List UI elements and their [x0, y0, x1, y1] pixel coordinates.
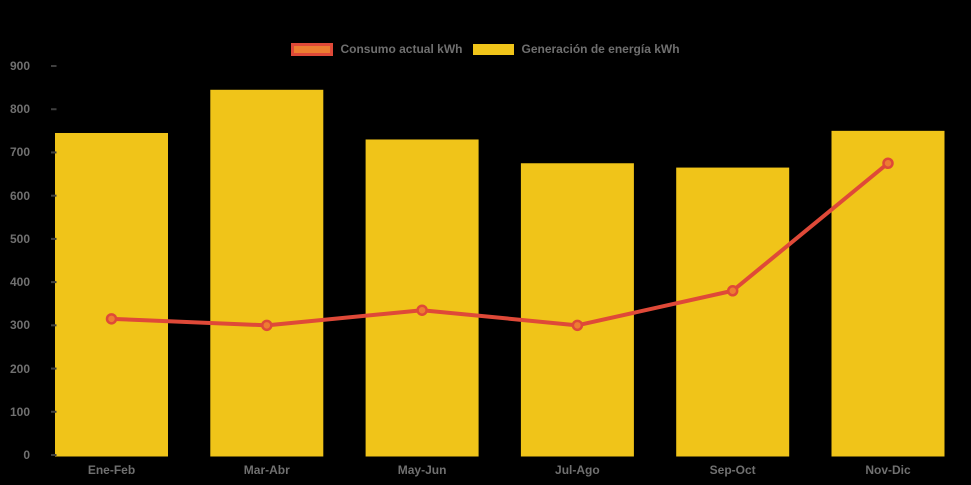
legend-swatch-bar-icon: [473, 43, 515, 55]
legend-label: Consumo actual kWh: [340, 42, 463, 56]
x-axis-label-may-jun: May-Jun: [397, 463, 447, 477]
line-marker-may-jun: [416, 304, 428, 316]
bar-nov-dic: [831, 130, 945, 457]
chart-legend: Consumo actual kWh Generación de energía …: [0, 41, 971, 57]
y-axis-label-400: 400: [9, 275, 30, 290]
line-marker-ene-feb: [105, 313, 118, 325]
legend-item-consumo-actual-kwh[interactable]: Consumo actual kWh: [291, 42, 462, 56]
y-axis-label-500: 500: [9, 231, 30, 246]
y-axis-label-900: 900: [9, 59, 30, 73]
y-axis-label-800: 800: [9, 102, 30, 117]
y-axis-label-300: 300: [9, 318, 30, 333]
y-axis-label-100: 100: [9, 404, 30, 419]
bar-sep-oct: [676, 167, 790, 457]
x-axis-label-nov-dic: Nov-Dic: [865, 463, 911, 477]
y-axis-label-200: 200: [9, 361, 30, 376]
bar-mar-abr: [210, 89, 324, 457]
legend-label: Generación de energía kWh: [521, 42, 680, 56]
bar-ene-feb: [55, 132, 168, 457]
y-axis-label-0: 0: [23, 448, 30, 462]
line-marker-mar-abr: [261, 319, 273, 332]
bar-jul-ago: [520, 163, 634, 457]
legend-item-generaci-n-de-energ-a-kwh[interactable]: Generación de energía kWh: [473, 42, 680, 56]
x-axis-label-mar-abr: Mar-Abr: [243, 463, 290, 477]
line-marker-nov-dic: [882, 157, 894, 169]
x-axis-label-ene-feb: Ene-Feb: [87, 463, 136, 477]
x-axis-label-sep-oct: Sep-Oct: [709, 463, 756, 477]
x-axis-label-jul-ago: Jul-Ago: [555, 463, 600, 477]
y-axis-label-700: 700: [9, 145, 30, 160]
line-marker-jul-ago: [571, 319, 584, 332]
line-consumo-actual-kwh: [109, 161, 890, 328]
bar-may-jun: [365, 139, 479, 457]
line-marker-sep-oct: [726, 285, 739, 297]
legend-swatch-line-icon: [291, 42, 334, 56]
y-axis-label-600: 600: [9, 188, 30, 203]
